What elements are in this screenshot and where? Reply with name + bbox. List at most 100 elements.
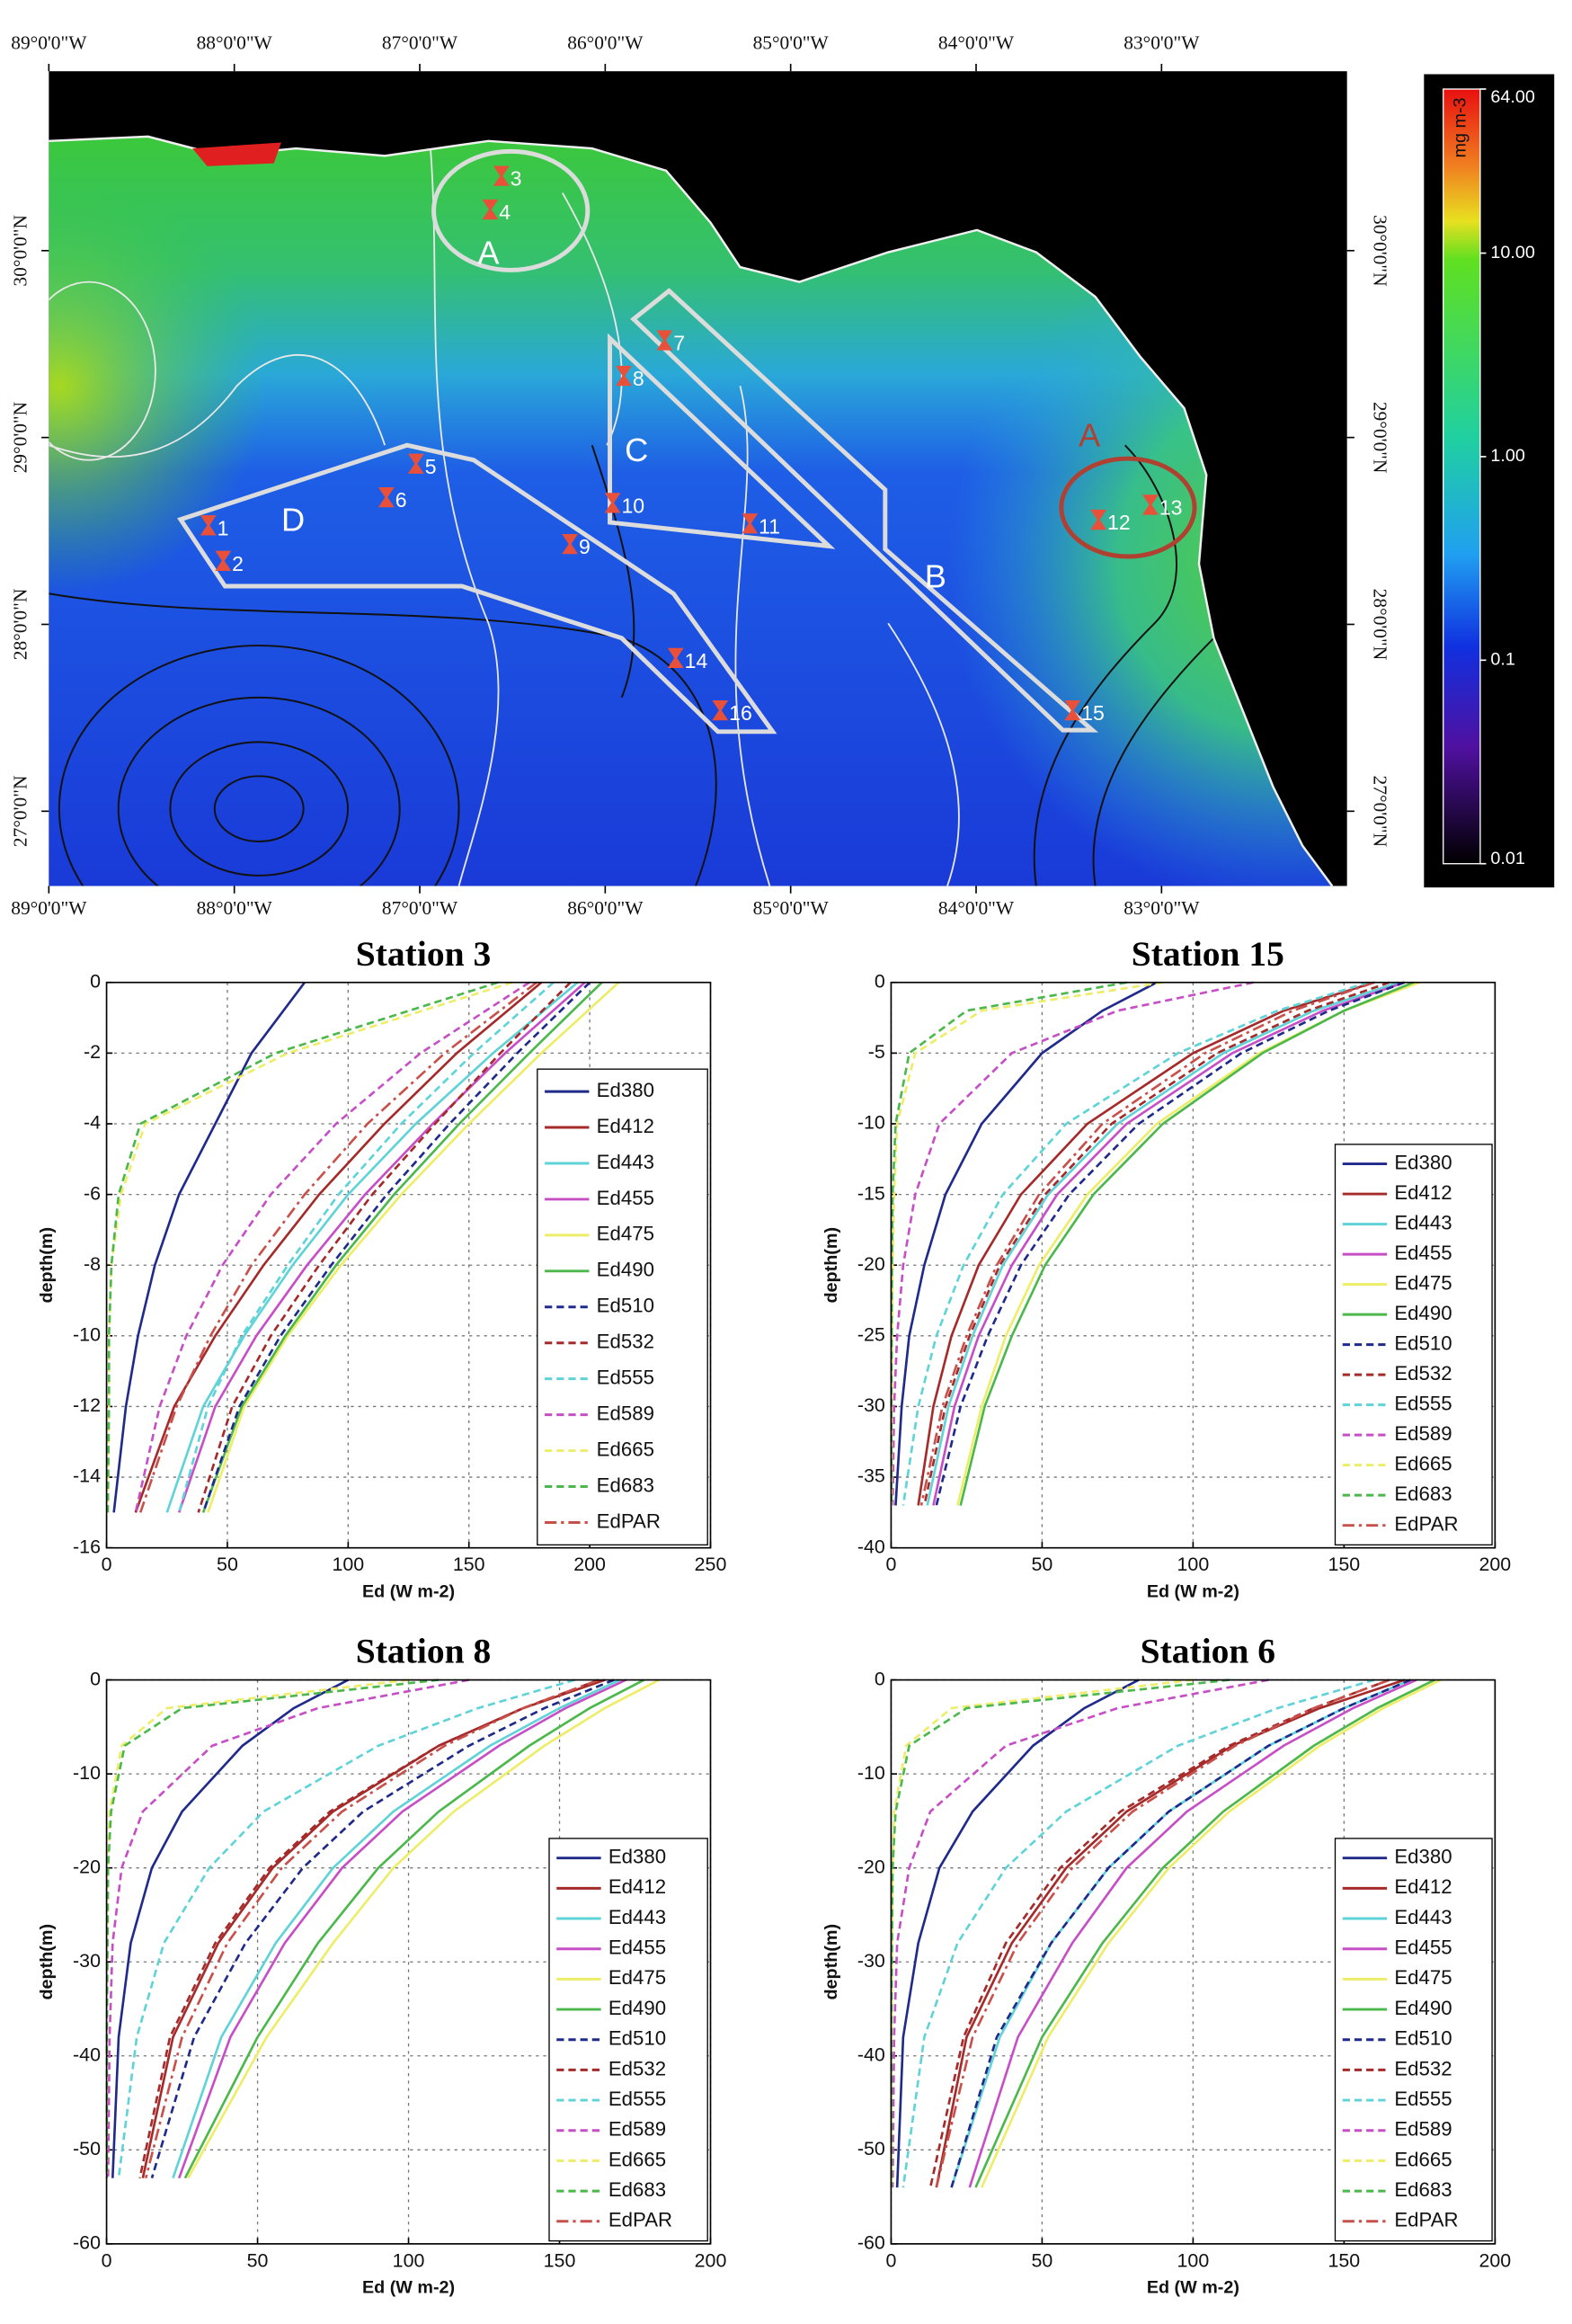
y-tick-label: -25 <box>857 1323 885 1345</box>
y-tick-label: -30 <box>857 1950 885 1972</box>
station-label: 12 <box>1107 511 1131 534</box>
x-axis-label: Ed (W m-2) <box>1147 2278 1239 2298</box>
series-line <box>165 981 579 1513</box>
y-axis-label: depth(m) <box>822 1227 841 1304</box>
colorbar-label: mg m-3 <box>1451 97 1470 157</box>
series-line <box>935 1678 1405 2188</box>
series-line <box>895 1678 1140 2188</box>
series-line <box>901 981 1369 1506</box>
y-tick-label: 0 <box>90 1668 101 1689</box>
region-label: C <box>625 432 648 468</box>
x-tick-label: 200 <box>1479 1554 1512 1575</box>
x-tick-label: 83°0'0"W <box>1123 31 1200 53</box>
station-marker <box>482 199 499 220</box>
legend-label: Ed380 <box>597 1079 654 1101</box>
y-tick-label: -40 <box>857 2044 885 2065</box>
x-tick-label: 0 <box>102 2249 112 2271</box>
x-tick-label: 100 <box>332 1554 364 1575</box>
legend-label: Ed555 <box>1394 1392 1452 1414</box>
legend-label: Ed683 <box>597 1474 654 1496</box>
contours <box>49 136 960 886</box>
station-marker <box>200 515 217 536</box>
legend-label: EdPAR <box>1394 1513 1458 1536</box>
series-line <box>891 981 1254 1506</box>
legend-label: Ed455 <box>1394 1937 1452 1959</box>
y-tick-label: -60 <box>857 2232 885 2254</box>
y-tick-label: 28°0'0"N <box>10 589 31 661</box>
station-marker <box>1064 699 1081 721</box>
legend-label: EdPAR <box>1394 2209 1458 2231</box>
station-label: 2 <box>232 552 244 575</box>
x-tick-label: 89°0'0"W <box>11 31 87 53</box>
station-marker <box>667 647 684 669</box>
y-tick-label: -35 <box>857 1465 885 1487</box>
y-tick-label: 0 <box>90 970 101 992</box>
series-line <box>172 1678 621 2179</box>
y-tick-label: -16 <box>73 1536 101 1557</box>
station-marker <box>712 699 729 721</box>
y-tick-label: -10 <box>857 1762 885 1784</box>
legend-label: Ed510 <box>608 2027 666 2050</box>
series-line <box>926 981 1399 1506</box>
x-tick-label: 0 <box>885 2249 896 2271</box>
legend-label: Ed683 <box>1394 1483 1452 1505</box>
y-tick-label: -6 <box>84 1182 101 1204</box>
legend-label: Ed532 <box>1394 2057 1452 2079</box>
y-tick-label: -50 <box>857 2138 885 2159</box>
series-line <box>150 1678 615 2179</box>
y-tick-label: -50 <box>73 2138 101 2159</box>
y-tick-label: -20 <box>857 1253 885 1275</box>
station-label: 15 <box>1081 701 1105 725</box>
x-tick-label: 86°0'0"W <box>567 31 644 53</box>
plot-frame <box>105 981 712 1549</box>
plot-frame <box>105 1678 712 2245</box>
series-line <box>177 981 586 1513</box>
chart-title: Station 8 <box>356 1632 491 1671</box>
legend-label: Ed510 <box>1394 2027 1452 2050</box>
legend-label: Ed555 <box>608 2088 666 2110</box>
legend-label: Ed412 <box>1394 1181 1452 1204</box>
legend-label: Ed589 <box>608 2118 666 2141</box>
legend-label: Ed490 <box>1394 1302 1452 1324</box>
legend-label: Ed589 <box>1394 1422 1452 1445</box>
station-marker <box>407 453 424 474</box>
x-tick-label: 83°0'0"W <box>1123 897 1200 919</box>
y-tick-label: 27°0'0"N <box>10 776 31 848</box>
legend-label: Ed443 <box>1394 1211 1452 1233</box>
x-tick-label: 84°0'0"W <box>938 31 1015 53</box>
legend-label: Ed532 <box>1394 1362 1452 1385</box>
station-marker <box>215 550 232 571</box>
series-line <box>959 981 1415 1506</box>
y-tick-label: 27°0'0"N <box>1369 776 1390 848</box>
y-tick-label: -40 <box>73 2044 101 2065</box>
legend-label: Ed412 <box>1394 1875 1452 1898</box>
legend-label: Ed475 <box>1394 1271 1452 1294</box>
x-tick-label: 84°0'0"W <box>938 897 1015 919</box>
series-line <box>981 1678 1442 2188</box>
station-marker <box>493 165 510 186</box>
contours <box>49 444 1215 886</box>
series-line <box>935 981 1406 1506</box>
x-tick-label: 200 <box>695 2249 727 2271</box>
legend-label: Ed455 <box>608 1937 666 1959</box>
series-line <box>919 981 1375 1506</box>
y-tick-label: -8 <box>84 1253 101 1275</box>
series-line <box>134 981 530 1513</box>
legend-label: Ed412 <box>597 1115 654 1137</box>
y-tick-label: -60 <box>73 2232 101 2254</box>
series-line <box>144 1678 599 2179</box>
x-tick-label: 100 <box>1177 1554 1210 1575</box>
x-tick-label: 150 <box>544 2249 576 2271</box>
legend-label: Ed490 <box>1394 1997 1452 2019</box>
x-axis-label: Ed (W m-2) <box>1147 1581 1239 1601</box>
y-tick-label: -5 <box>868 1041 885 1063</box>
x-tick-label: 0 <box>102 1554 112 1575</box>
x-tick-label: 200 <box>1479 2249 1512 2271</box>
x-tick-label: 50 <box>217 1554 238 1575</box>
station-marker <box>1090 509 1107 530</box>
x-tick-label: 150 <box>1328 1554 1361 1575</box>
station-marker <box>1142 494 1159 515</box>
x-tick-label: 87°0'0"W <box>382 31 458 53</box>
legend-box <box>537 1068 708 1546</box>
